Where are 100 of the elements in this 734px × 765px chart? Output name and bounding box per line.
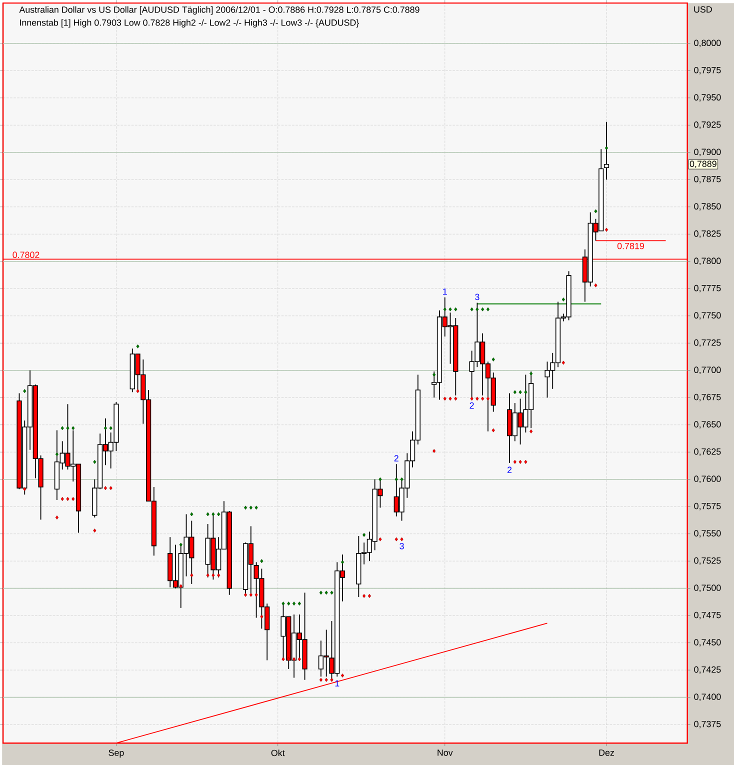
point <box>23 487 26 492</box>
annotation: 1 <box>443 288 447 295</box>
x-tick-label: Dez <box>599 750 614 756</box>
annotation: 2 <box>470 402 474 409</box>
point <box>394 537 398 542</box>
point <box>362 594 366 598</box>
point <box>212 512 215 516</box>
x-tick-label: Nov <box>438 750 453 756</box>
ref-line-label: 0.7802 <box>12 252 40 258</box>
point <box>298 657 301 662</box>
point <box>486 396 490 401</box>
y-tick-label: 0,7500 <box>694 584 721 592</box>
point <box>604 146 608 150</box>
point <box>400 477 404 482</box>
annotation: 2 <box>507 466 512 473</box>
point <box>340 674 344 678</box>
point <box>476 396 479 401</box>
point <box>443 396 446 401</box>
point <box>378 477 382 482</box>
point <box>179 542 182 547</box>
point <box>212 573 215 578</box>
point <box>324 678 328 682</box>
y-tick-label: 0,7550 <box>694 530 721 538</box>
text: Innenstab [1] High 0.7903 Low 0.7828 High2 -/- Low2 -/- High3 -/- Low3 -/- {AUDUSD} <box>20 19 359 28</box>
y-tick-label: 0,7575 <box>694 502 721 510</box>
y-tick-label: 0,7925 <box>694 121 721 129</box>
y-axis-title: USD <box>694 6 712 13</box>
point <box>362 532 366 537</box>
point <box>190 573 194 578</box>
y-tick-label: 0,7650 <box>694 421 721 429</box>
y-tick-label: 0,7525 <box>694 557 721 565</box>
point <box>400 537 404 542</box>
point <box>330 590 334 595</box>
point <box>249 592 252 597</box>
candlestick <box>604 121 609 180</box>
point <box>470 307 474 312</box>
point <box>216 573 220 578</box>
point <box>23 389 26 394</box>
annotation: 1 <box>335 680 340 686</box>
point <box>254 592 258 597</box>
point <box>109 486 112 490</box>
point <box>492 428 495 432</box>
y-tick-label: 0,7850 <box>694 203 721 211</box>
point <box>486 307 490 312</box>
point <box>109 426 112 430</box>
point <box>480 396 484 401</box>
point <box>476 307 479 312</box>
point <box>594 209 598 214</box>
point <box>513 390 516 394</box>
x-tick-label: Sep <box>108 750 124 758</box>
y-tick-label: 0,7675 <box>694 394 721 402</box>
annotation: 2 <box>394 455 398 462</box>
point <box>254 506 258 510</box>
y-tick-label: 0,7475 <box>694 612 721 620</box>
point <box>206 573 210 578</box>
point <box>104 486 107 490</box>
y-tick-label: 0,7975 <box>694 66 721 74</box>
point <box>319 590 322 595</box>
series-label: 0.7819 <box>617 242 644 250</box>
point <box>448 396 452 401</box>
y-tick-label: 0,7825 <box>694 230 721 238</box>
y-tick-label: 0,7700 <box>694 366 721 374</box>
point <box>524 390 528 394</box>
point <box>190 512 194 516</box>
point <box>454 396 458 401</box>
y-tick-label: 0,7900 <box>694 148 721 156</box>
y-tick-label: 0,7875 <box>694 176 721 184</box>
y-tick-label: 0,7800 <box>694 258 721 266</box>
annotation: 3 <box>400 542 404 550</box>
point <box>368 594 371 598</box>
point <box>454 307 458 312</box>
point <box>319 678 322 682</box>
point <box>260 559 264 564</box>
point <box>216 512 220 516</box>
point <box>492 357 495 362</box>
point <box>287 602 290 606</box>
point <box>524 460 528 464</box>
point <box>60 496 64 501</box>
x-tick-label: Okt <box>271 750 285 756</box>
y-tick-label: 0,8000 <box>694 40 721 48</box>
y-tick-label: 0,7375 <box>694 720 721 728</box>
point <box>518 460 522 464</box>
point <box>260 614 264 619</box>
point <box>518 390 522 394</box>
point <box>324 590 328 595</box>
y-tick-label: 0,7725 <box>694 339 721 347</box>
point <box>470 396 474 401</box>
point <box>60 426 64 430</box>
point <box>330 678 334 682</box>
point <box>432 449 436 453</box>
point <box>432 372 436 377</box>
point <box>282 602 285 606</box>
point <box>72 426 75 430</box>
point <box>282 657 285 662</box>
point <box>66 496 70 501</box>
point <box>594 283 598 288</box>
point <box>529 372 533 376</box>
point <box>562 360 565 365</box>
point <box>340 560 344 564</box>
point <box>480 307 484 312</box>
